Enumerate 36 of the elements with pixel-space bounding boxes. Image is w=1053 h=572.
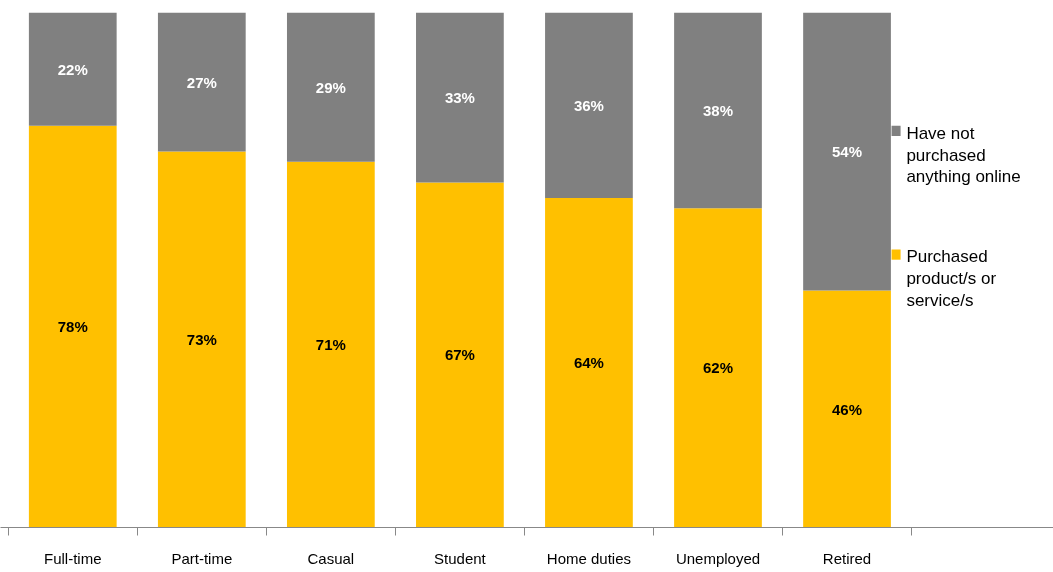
data-label: 67%	[444, 346, 475, 364]
x-tick-label: Home duties	[546, 549, 632, 567]
x-tick-label: Student	[434, 549, 487, 567]
data-label: 62%	[702, 359, 734, 377]
bar	[286, 12, 375, 162]
data-label: 71%	[315, 336, 346, 354]
data-label: 54%	[832, 143, 863, 161]
data-label: 38%	[702, 101, 734, 119]
bar	[157, 12, 246, 152]
bar	[157, 151, 246, 528]
data-label: 64%	[573, 354, 604, 372]
x-tick-label: Retired	[822, 549, 872, 567]
bar	[416, 182, 504, 528]
bar	[545, 197, 633, 528]
x-tick-label: Full-time	[44, 549, 102, 567]
bar	[674, 208, 762, 528]
data-label: 46%	[832, 400, 863, 418]
bar	[416, 12, 504, 183]
data-label: 36%	[573, 96, 604, 114]
bar	[674, 12, 762, 209]
x-tick-label: Part-time	[171, 549, 233, 567]
x-tick-label: Unemployed	[675, 549, 761, 567]
data-label: 29%	[315, 78, 346, 96]
x-tick-label: Casual	[307, 549, 355, 567]
data-label: 73%	[186, 331, 217, 349]
data-label: 33%	[444, 88, 475, 106]
bar	[28, 12, 117, 126]
bar	[803, 290, 891, 528]
bar	[286, 161, 375, 528]
legend-label: Have not purchased anything online	[906, 123, 1021, 187]
bar	[28, 125, 117, 528]
bar	[545, 12, 633, 198]
data-label: 22%	[57, 60, 88, 78]
legend-label: Purchased product/s or service/s	[906, 247, 997, 311]
data-label: 27%	[186, 73, 217, 91]
data-label: 78%	[57, 318, 88, 336]
